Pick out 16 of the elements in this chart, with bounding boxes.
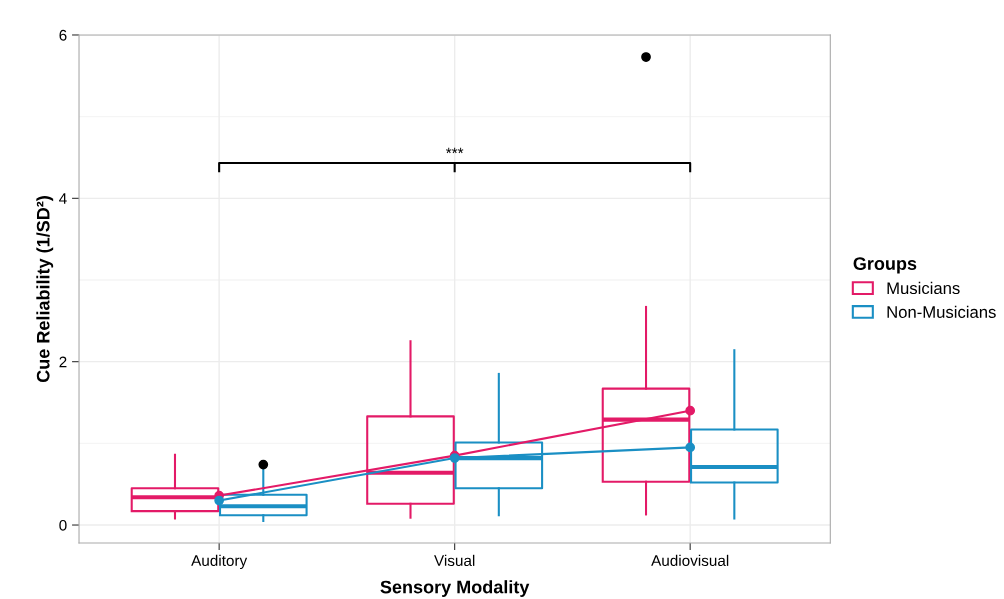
x-tick-label: Auditory: [191, 554, 248, 570]
x-tick-label: Audiovisual: [651, 554, 729, 567]
x-tick-label: Visual: [434, 554, 475, 567]
y-axis-title: Cue Reliability (1/SD²): [36, 196, 54, 383]
legend-title: Groups: [853, 257, 917, 274]
y-tick-label: 2: [59, 356, 67, 368]
y-tick-label: 4: [59, 193, 67, 204]
point: [685, 442, 696, 453]
y-tick-label: 6: [59, 29, 67, 41]
y-tick-label: 0: [59, 519, 67, 531]
point: [685, 405, 696, 416]
point: [214, 495, 225, 506]
x-axis-title: Sensory Modality: [380, 580, 530, 597]
annotation: ***: [445, 147, 464, 154]
legend-label: Musicians: [887, 281, 960, 295]
legend-label: Non-Musicians: [887, 305, 996, 318]
